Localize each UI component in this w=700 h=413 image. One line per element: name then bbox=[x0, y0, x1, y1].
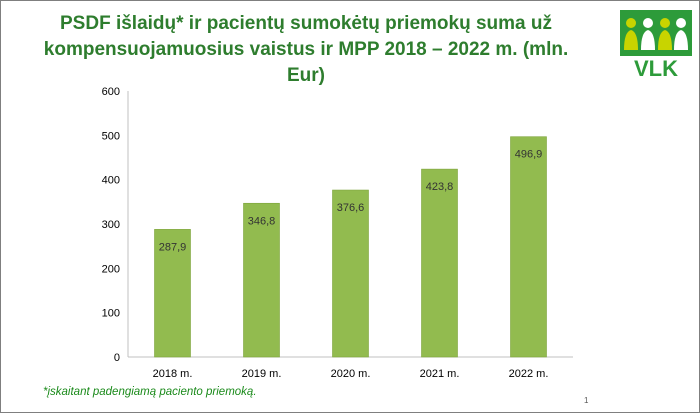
vlk-logo: VLK bbox=[620, 10, 692, 80]
bar bbox=[243, 202, 280, 358]
y-axis-ticks: 0 100 200 300 400 500 600 bbox=[102, 86, 120, 364]
bar-value-label: 376,6 bbox=[337, 202, 365, 214]
bar bbox=[154, 229, 191, 358]
footnote: *įskaitant padengiamą paciento priemoką. bbox=[43, 386, 257, 398]
y-tick-label: 0 bbox=[114, 352, 120, 364]
bar bbox=[332, 189, 369, 358]
value-labels: 287,9 346,8 376,6 423,8 496,9 bbox=[159, 149, 543, 254]
page-number: 1 bbox=[584, 396, 589, 405]
bar-value-label: 346,8 bbox=[248, 215, 276, 227]
bar-value-label: 287,9 bbox=[159, 241, 187, 253]
y-tick-label: 400 bbox=[102, 175, 120, 187]
bars bbox=[154, 136, 547, 358]
bar bbox=[421, 168, 458, 358]
bar bbox=[510, 136, 547, 358]
y-tick-label: 600 bbox=[102, 86, 120, 98]
y-tick-label: 200 bbox=[102, 263, 120, 275]
y-tick-label: 100 bbox=[102, 308, 120, 320]
x-tick-label: 2020 m. bbox=[331, 368, 371, 380]
vlk-people-logo-icon bbox=[624, 18, 688, 50]
title-line-1: PSDF išlaidų* ir pacientų sumokėtų priem… bbox=[60, 13, 552, 34]
x-tick-label: 2019 m. bbox=[242, 368, 282, 380]
x-tick-label: 2022 m. bbox=[509, 368, 549, 380]
bar-value-label: 496,9 bbox=[515, 149, 543, 161]
bar-value-label: 423,8 bbox=[426, 181, 454, 193]
logo-text: VLK bbox=[634, 56, 678, 80]
x-tick-label: 2018 m. bbox=[153, 368, 193, 380]
title-line-2: kompensuojamuosius vaistus ir MPP 2018 –… bbox=[43, 39, 569, 86]
y-tick-label: 300 bbox=[102, 219, 120, 231]
x-axis-ticks: 2018 m. 2019 m. 2020 m. 2021 m. 2022 m. bbox=[153, 368, 549, 380]
x-tick-label: 2021 m. bbox=[420, 368, 460, 380]
chart-title: PSDF išlaidų* ir pacientų sumokėtų priem… bbox=[41, 11, 571, 89]
y-tick-label: 500 bbox=[102, 130, 120, 142]
